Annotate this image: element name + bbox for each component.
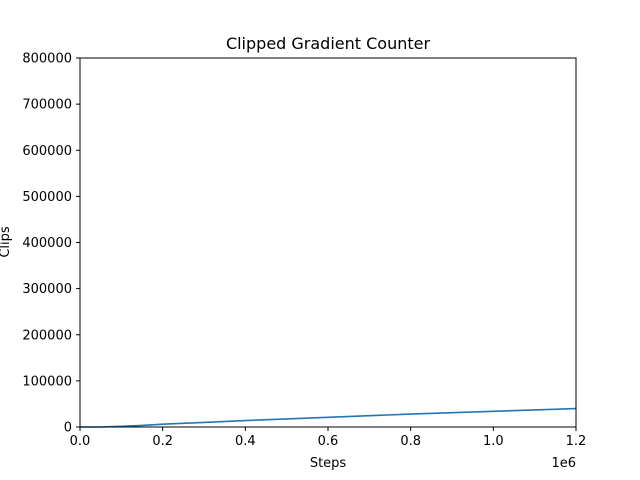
- y-axis-label: Clips: [0, 226, 13, 258]
- x-axis-offset-label: 1e6: [551, 456, 576, 471]
- y-tick-label: 800000: [22, 52, 72, 67]
- chart-title: Clipped Gradient Counter: [226, 34, 431, 53]
- y-tick-label: 700000: [22, 98, 72, 113]
- y-tick-label: 200000: [22, 328, 72, 343]
- x-tick-label: 0.4: [235, 434, 256, 449]
- x-tick-label: 0.6: [318, 434, 339, 449]
- x-tick-label: 1.2: [566, 434, 587, 449]
- x-axis-ticks: 0.0 0.2 0.4 0.6 0.8 1.0 1.2: [70, 427, 587, 449]
- plot-area: [80, 58, 576, 427]
- x-tick-label: 0.0: [70, 434, 91, 449]
- series-line-0: [80, 407, 577, 428]
- y-tick-label: 400000: [22, 236, 72, 251]
- series-group: [80, 407, 577, 428]
- y-tick-label: 600000: [22, 144, 72, 159]
- y-tick-label: 100000: [22, 374, 72, 389]
- y-tick-label: 300000: [22, 282, 72, 297]
- x-tick-label: 0.8: [400, 434, 421, 449]
- x-axis-label: Steps: [310, 456, 347, 471]
- x-tick-label: 1.0: [483, 434, 504, 449]
- y-axis-ticks: 0 100000 200000 300000 400000 500000 600000 700…: [22, 52, 80, 436]
- x-tick-label: 0.2: [152, 434, 173, 449]
- y-tick-label: 0: [64, 421, 72, 436]
- y-tick-label: 500000: [22, 190, 72, 205]
- plot-frame: [79, 57, 577, 428]
